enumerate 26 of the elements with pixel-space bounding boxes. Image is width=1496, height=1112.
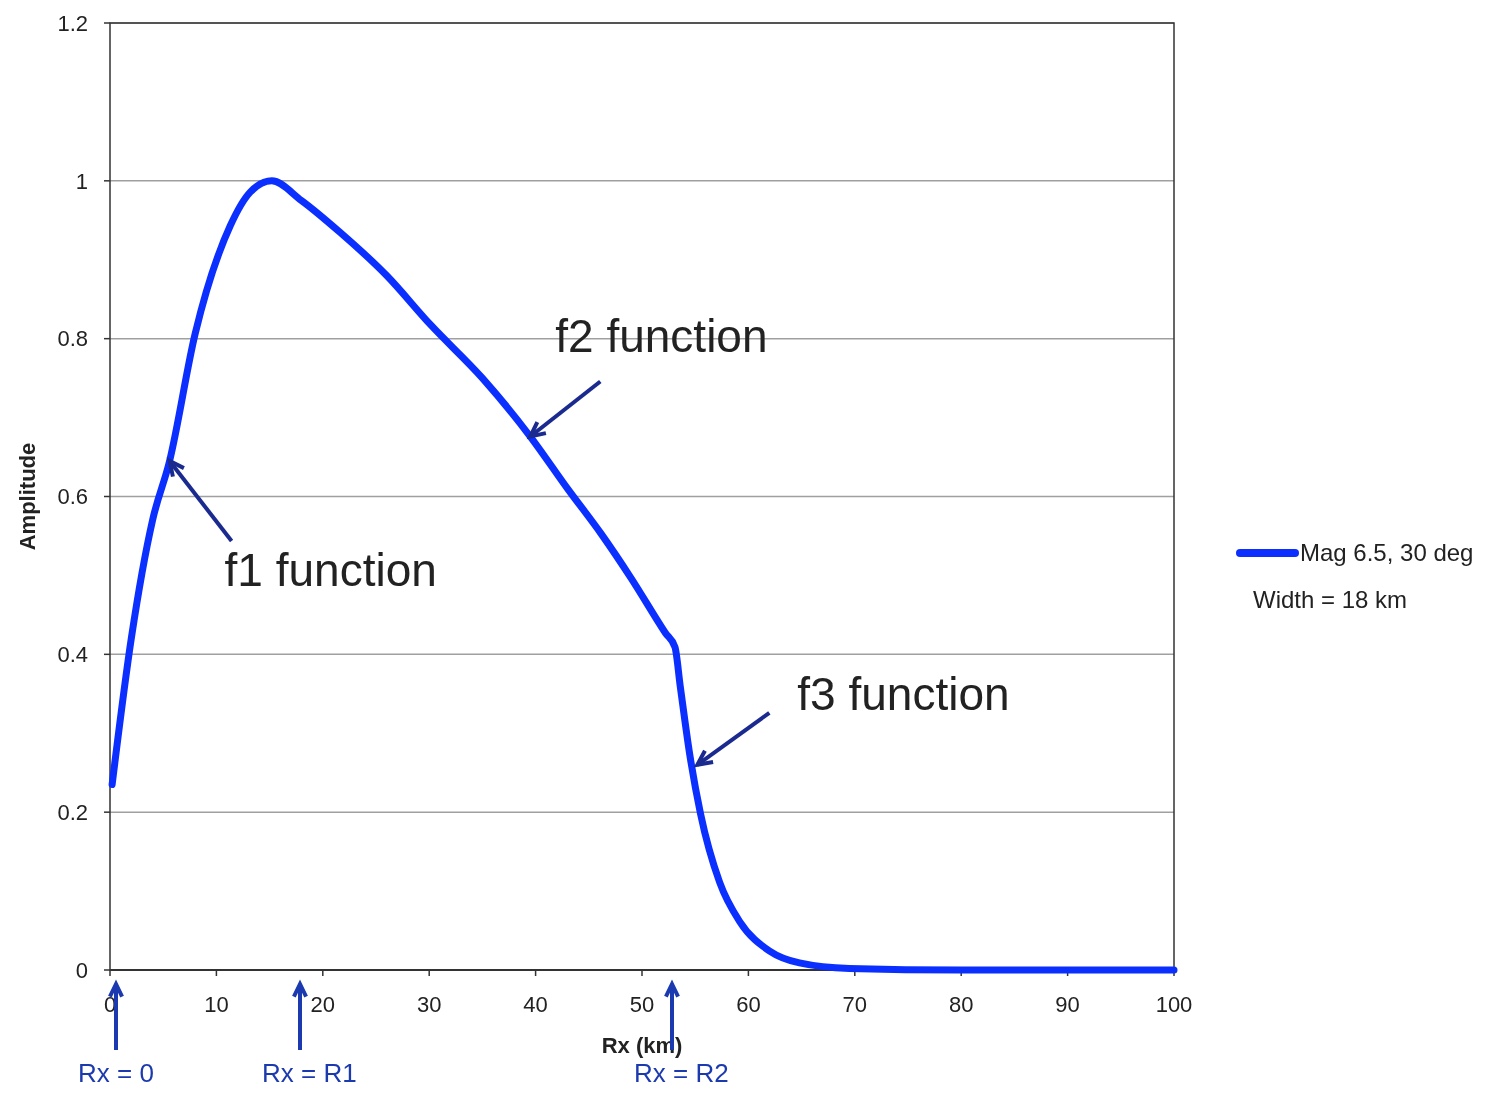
- y-axis-title: Amplitude: [15, 442, 40, 551]
- y-tick-label: 0.4: [57, 642, 88, 668]
- text: Rx = 0: [78, 1058, 154, 1088]
- x-tick-label: 50: [629, 992, 655, 1017]
- y-tick-label: 0.6: [57, 484, 88, 510]
- y-tick-label: 1.2: [57, 10, 88, 36]
- x-tick-label: 80: [948, 992, 974, 1017]
- y-tick-label: 0.8: [57, 326, 88, 352]
- y-tick-label: 0: [75, 957, 88, 983]
- x-tick-label: 90: [1055, 992, 1080, 1017]
- annotation: f2 function: [555, 309, 768, 362]
- x-tick-label: 30: [416, 992, 442, 1017]
- x-tick-label: 70: [842, 992, 868, 1017]
- legend-label: Mag 6.5, 30 deg: [1300, 539, 1474, 567]
- annotation: f1 function: [224, 543, 437, 596]
- y-tick-label: 0.2: [57, 799, 88, 825]
- text: Rx = R2: [634, 1058, 729, 1088]
- x-tick-label: 40: [523, 992, 548, 1017]
- x-tick-label: 20: [310, 992, 336, 1017]
- text: Width = 18 km: [1253, 586, 1408, 613]
- x-tick-label: 100: [1155, 992, 1193, 1017]
- x-tick-label: 60: [736, 992, 761, 1017]
- y-tick-label: 1: [75, 168, 88, 194]
- annotation: f3 function: [797, 667, 1010, 720]
- text: Rx = R1: [262, 1058, 357, 1088]
- x-tick-label: 10: [204, 992, 229, 1017]
